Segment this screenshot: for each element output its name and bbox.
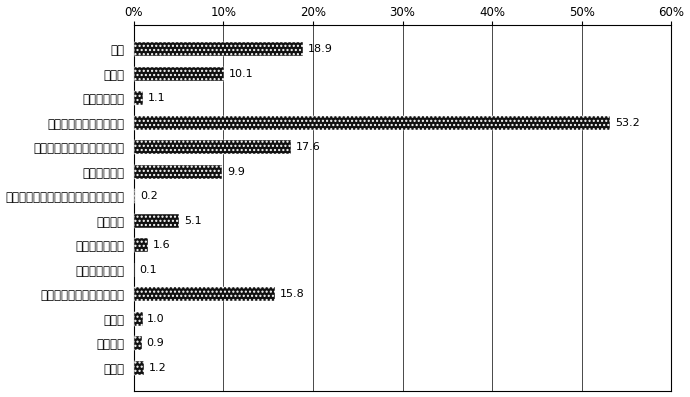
Text: 1.6: 1.6: [152, 240, 170, 250]
Text: 9.9: 9.9: [227, 167, 245, 177]
Text: 18.9: 18.9: [308, 44, 333, 54]
Bar: [134, 140, 291, 154]
Bar: [134, 189, 135, 203]
Bar: [134, 42, 303, 56]
Text: 0.2: 0.2: [140, 191, 157, 201]
Bar: [134, 214, 179, 228]
Text: 1.0: 1.0: [147, 314, 165, 324]
Bar: [134, 91, 144, 105]
Bar: [134, 116, 611, 130]
Bar: [134, 238, 148, 252]
Text: 15.8: 15.8: [279, 289, 304, 299]
Text: 0.9: 0.9: [146, 338, 164, 348]
Bar: [134, 165, 222, 179]
Bar: [134, 312, 143, 326]
Text: 1.1: 1.1: [148, 93, 166, 103]
Bar: [134, 262, 135, 277]
Text: 53.2: 53.2: [615, 118, 640, 128]
Text: 17.6: 17.6: [296, 142, 321, 152]
Text: 5.1: 5.1: [184, 216, 201, 226]
Bar: [134, 67, 224, 81]
Text: 0.1: 0.1: [139, 265, 157, 275]
Bar: [134, 360, 144, 375]
Text: 1.2: 1.2: [149, 363, 166, 373]
Text: 10.1: 10.1: [228, 69, 253, 79]
Bar: [134, 336, 141, 350]
Bar: [134, 287, 275, 301]
